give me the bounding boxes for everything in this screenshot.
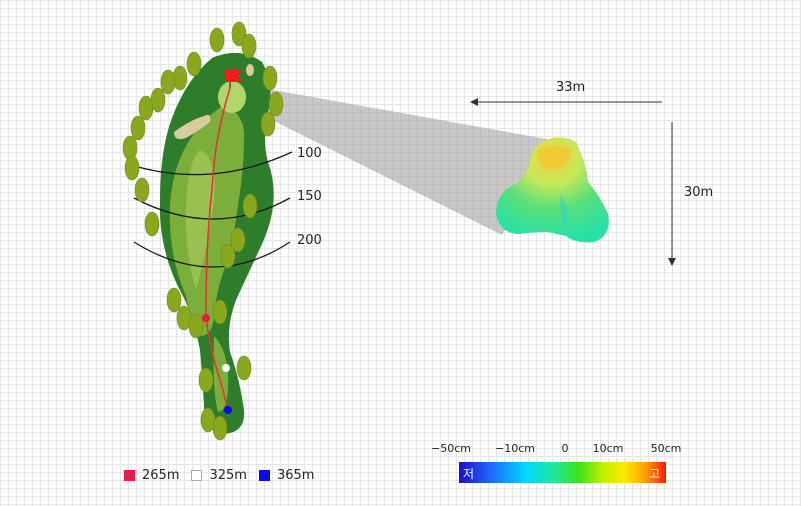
distance-legend: 265m 325m 365m — [124, 468, 326, 483]
height-label: 30m — [684, 185, 713, 200]
marker-365m — [224, 406, 232, 414]
legend-label: 265m — [142, 468, 180, 483]
width-label: 33m — [556, 80, 585, 95]
tree-icon — [262, 65, 278, 91]
tree-icon — [134, 177, 150, 203]
tree-icon — [209, 27, 225, 53]
marker-325m — [222, 364, 230, 372]
legend-item-365m: 365m — [258, 468, 315, 483]
fairway-bunker — [174, 114, 211, 140]
flag-icon — [226, 70, 242, 82]
legend-swatch — [191, 470, 203, 481]
legend-label: 325m — [209, 468, 247, 483]
tree-icon — [242, 193, 258, 219]
tree-icon — [188, 313, 204, 339]
tree-icon — [212, 299, 228, 325]
green-elevation-highpoint — [536, 145, 572, 170]
distance-label-200: 200 — [297, 233, 322, 248]
distance-label-100: 100 — [297, 146, 322, 161]
height-arrow-head — [668, 258, 676, 266]
legend-swatch — [124, 470, 135, 481]
scale-label-50: 50cm — [650, 442, 682, 455]
elevation-scale: −50cm −10cm 0 10cm 50cm 저 고 — [430, 442, 690, 488]
trees — [122, 21, 284, 441]
shot-line — [205, 87, 231, 411]
elevation-gradient-bar — [459, 462, 666, 483]
legend-label: 365m — [276, 468, 315, 483]
scale-label-10: 10cm — [592, 442, 624, 455]
tree-icon — [241, 33, 257, 59]
tree-icon — [220, 243, 236, 269]
putting-green — [218, 81, 246, 113]
scale-label-neg10: −10cm — [495, 442, 535, 455]
scale-high-label: 고 — [649, 467, 661, 481]
tree-icon — [186, 51, 202, 77]
tree-icon — [130, 115, 146, 141]
distance-arc-200 — [133, 241, 291, 268]
fairway-stripe — [185, 150, 215, 290]
legend-swatch — [258, 470, 270, 481]
distance-arc-100 — [127, 151, 293, 176]
tree-icon — [172, 65, 188, 91]
tree-icon — [166, 287, 182, 313]
green-elevation-map — [496, 137, 609, 243]
green-elevation-ridge — [560, 196, 568, 232]
tree-icon — [230, 227, 246, 253]
scale-label-neg50: −50cm — [431, 442, 471, 455]
tree-icon — [212, 415, 228, 441]
distance-arc-150 — [133, 197, 291, 220]
legend-item-325m: 325m — [191, 468, 247, 483]
tree-icon — [236, 355, 252, 381]
zoom-projection — [268, 89, 552, 235]
tree-icon — [144, 211, 160, 237]
scale-label-0: 0 — [561, 442, 569, 455]
tree-icon — [231, 21, 247, 47]
distance-label-150: 150 — [297, 189, 322, 204]
marker-265m — [202, 314, 210, 322]
fairway-lower — [213, 336, 229, 412]
legend-item-265m: 265m — [124, 468, 179, 483]
tree-icon — [198, 367, 214, 393]
tree-icon — [138, 95, 154, 121]
tree-icon — [260, 111, 276, 137]
scale-low-label: 저 — [463, 467, 475, 481]
width-arrow-head — [470, 98, 478, 106]
greenside-bunker — [246, 64, 254, 76]
tree-icon — [160, 69, 176, 95]
tree-icon — [124, 155, 140, 181]
tree-icon — [268, 91, 284, 117]
